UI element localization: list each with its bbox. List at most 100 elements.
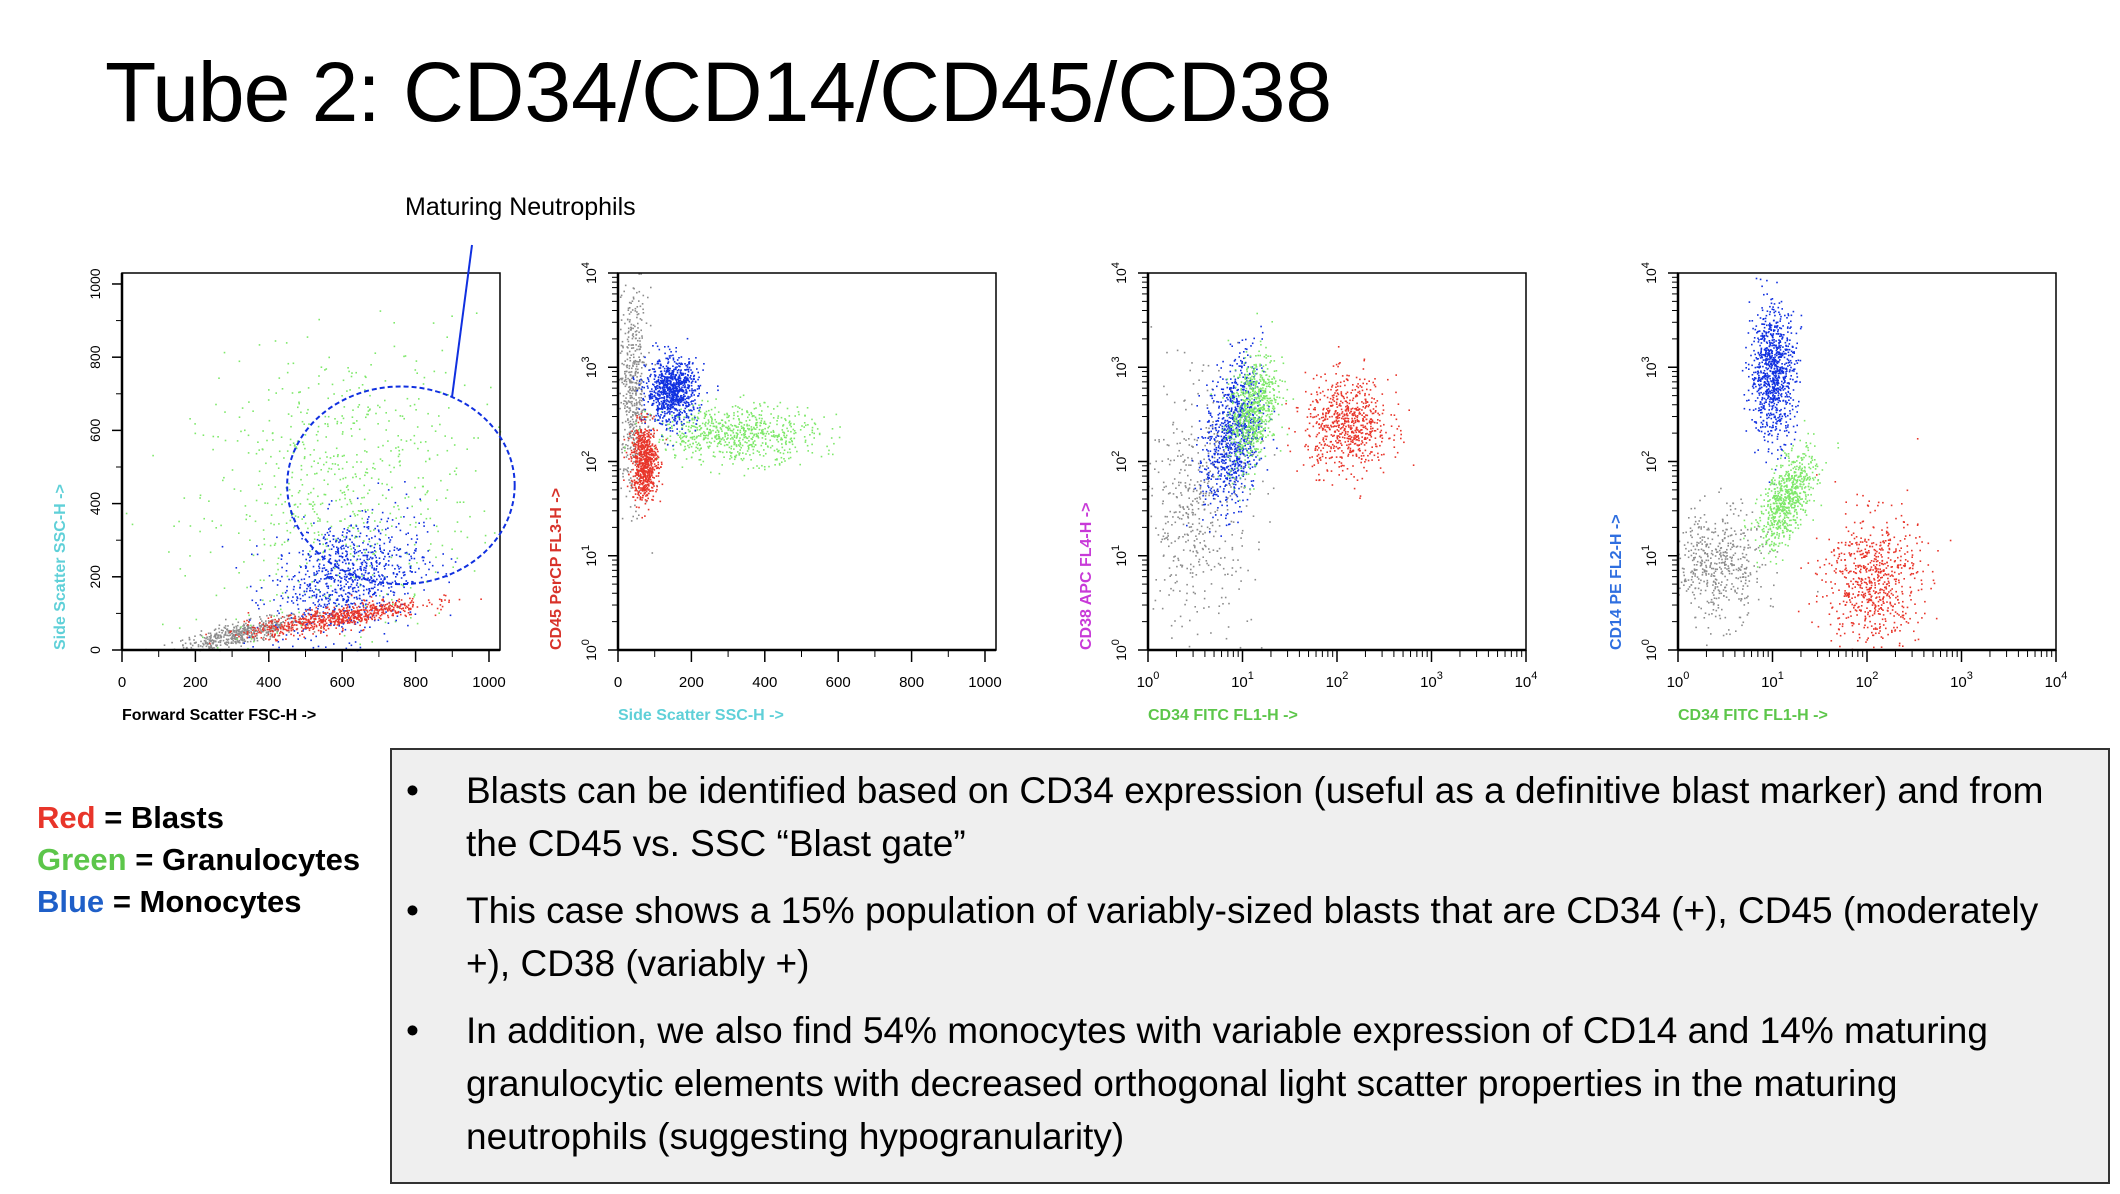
point-granulocytes — [283, 541, 286, 543]
point-monocytes — [664, 377, 666, 380]
point-other — [624, 370, 626, 373]
point-monocytes — [324, 549, 326, 552]
point-other — [634, 310, 637, 312]
point-other — [221, 632, 223, 634]
point-other — [250, 630, 252, 633]
point-monocytes — [426, 531, 429, 533]
point-granulocytes — [427, 490, 429, 492]
point-monocytes — [349, 515, 352, 517]
point-granulocytes — [281, 388, 284, 390]
point-granulocytes — [274, 486, 277, 488]
point-other — [180, 640, 182, 642]
point-blasts — [291, 627, 294, 629]
point-other — [651, 552, 654, 554]
point-blasts — [312, 615, 314, 618]
point-blasts — [246, 631, 249, 633]
point-granulocytes — [367, 492, 369, 495]
point-granulocytes — [709, 445, 711, 447]
point-monocytes — [366, 521, 369, 523]
point-monocytes — [323, 564, 325, 566]
point-granulocytes — [344, 493, 346, 496]
point-monocytes — [366, 558, 368, 561]
point-monocytes — [686, 366, 689, 368]
point-monocytes — [294, 575, 296, 577]
point-blasts — [338, 623, 340, 626]
point-other — [640, 393, 643, 396]
point-monocytes — [667, 380, 669, 382]
point-other — [636, 401, 638, 404]
point-granulocytes — [738, 423, 740, 425]
point-monocytes — [365, 554, 368, 557]
point-monocytes — [403, 574, 405, 577]
point-blasts — [384, 607, 386, 610]
point-blasts — [346, 622, 349, 624]
point-monocytes — [685, 414, 688, 417]
point-monocytes — [314, 579, 316, 581]
point-granulocytes — [269, 544, 272, 547]
point-granulocytes — [738, 454, 741, 456]
point-monocytes — [674, 390, 677, 393]
point-monocytes — [672, 373, 675, 376]
point-blasts — [209, 642, 211, 645]
point-monocytes — [665, 402, 668, 405]
point-granulocytes — [272, 439, 274, 441]
point-granulocytes — [711, 418, 713, 421]
point-blasts — [308, 614, 311, 616]
point-monocytes — [399, 611, 402, 613]
point-monocytes — [673, 407, 676, 410]
point-monocytes — [315, 596, 318, 599]
point-blasts — [299, 617, 301, 620]
point-other — [240, 630, 243, 633]
point-granulocytes — [776, 458, 778, 460]
point-other — [227, 630, 229, 632]
point-monocytes — [348, 562, 350, 564]
point-blasts — [356, 612, 359, 615]
point-other — [629, 381, 631, 384]
point-blasts — [636, 489, 638, 492]
point-granulocytes — [677, 416, 679, 418]
point-granulocytes — [292, 362, 295, 365]
point-monocytes — [382, 596, 385, 598]
point-monocytes — [302, 616, 304, 619]
point-monocytes — [363, 574, 365, 576]
point-monocytes — [313, 572, 315, 574]
point-blasts — [268, 626, 270, 629]
point-other — [227, 641, 230, 643]
point-granulocytes — [782, 425, 784, 427]
point-granulocytes — [753, 428, 755, 430]
point-other — [628, 307, 631, 309]
point-granulocytes — [770, 435, 773, 437]
point-granulocytes — [286, 529, 289, 532]
point-granulocytes — [826, 445, 828, 448]
point-granulocytes — [301, 420, 304, 423]
point-monocytes — [302, 550, 304, 552]
point-other — [634, 412, 636, 415]
point-monocytes — [691, 409, 693, 412]
point-monocytes — [339, 576, 341, 578]
point-other — [256, 634, 258, 637]
point-monocytes — [363, 548, 365, 551]
point-granulocytes — [347, 367, 349, 369]
point-blasts — [326, 634, 328, 637]
point-other — [632, 344, 634, 346]
point-monocytes — [693, 375, 695, 378]
point-blasts — [411, 605, 414, 608]
point-granulocytes — [416, 426, 419, 428]
point-granulocytes — [681, 432, 683, 435]
point-monocytes — [380, 550, 382, 553]
point-other — [271, 623, 274, 625]
point-other — [279, 626, 281, 629]
point-monocytes — [679, 379, 681, 382]
point-monocytes — [667, 408, 669, 410]
point-monocytes — [347, 558, 349, 561]
point-granulocytes — [452, 566, 454, 568]
point-other — [261, 623, 263, 626]
point-granulocytes — [761, 437, 764, 439]
point-monocytes — [679, 370, 682, 372]
point-monocytes — [362, 542, 364, 544]
point-granulocytes — [270, 522, 272, 525]
point-other — [272, 619, 274, 621]
point-other — [292, 613, 294, 615]
point-other — [213, 629, 216, 631]
point-granulocytes — [422, 383, 425, 385]
